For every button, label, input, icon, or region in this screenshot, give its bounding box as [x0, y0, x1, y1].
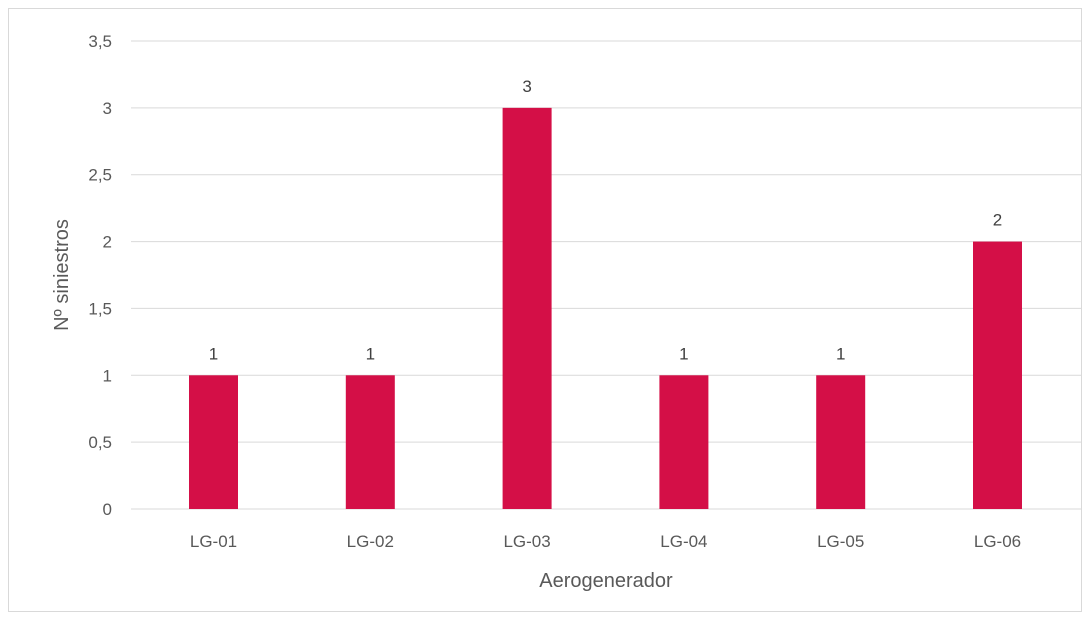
y-tick-label: 1 [103, 366, 112, 385]
y-tick-label: 1,5 [88, 299, 112, 318]
data-labels: 1 1 3 1 1 2 [209, 77, 1002, 363]
x-category-label: LG-04 [660, 532, 707, 551]
y-tick-label: 2,5 [88, 166, 112, 185]
x-category-label: LG-06 [974, 532, 1021, 551]
y-axis-ticks: 0 0,5 1 1,5 2 2,5 3 3,5 [88, 32, 112, 519]
y-tick-label: 3 [103, 99, 112, 118]
data-label: 1 [209, 344, 218, 363]
data-label: 2 [993, 211, 1002, 230]
y-tick-label: 0,5 [88, 433, 112, 452]
bar [189, 375, 238, 509]
y-axis-title: Nº siniestros [51, 219, 73, 331]
y-tick-label: 2 [103, 233, 112, 252]
x-category-label: LG-01 [190, 532, 237, 551]
bars [189, 107, 1022, 510]
bar [659, 375, 709, 509]
data-label: 3 [522, 77, 531, 96]
y-tick-label: 3,5 [88, 32, 112, 51]
y-tick-label: 0 [103, 500, 112, 519]
data-label: 1 [836, 344, 845, 363]
bar [816, 375, 866, 509]
bar [973, 241, 1022, 510]
gridlines [131, 40, 1081, 510]
x-category-label: LG-05 [817, 532, 864, 551]
bar [502, 107, 552, 509]
x-axis-title: Aerogenerador [539, 570, 673, 592]
data-label: 1 [366, 344, 375, 363]
data-label: 1 [679, 344, 688, 363]
bar [345, 375, 395, 509]
x-category-label: LG-02 [347, 532, 394, 551]
x-axis-categories: LG-01 LG-02 LG-03 LG-04 LG-05 LG-06 [190, 532, 1021, 551]
x-category-label: LG-03 [503, 532, 550, 551]
